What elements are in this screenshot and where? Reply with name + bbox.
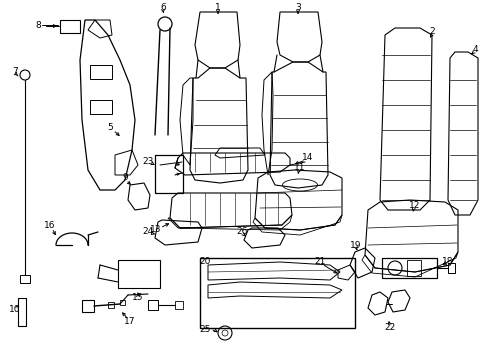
Bar <box>200 258 354 328</box>
Text: 11: 11 <box>294 163 305 172</box>
Text: 18: 18 <box>441 257 453 266</box>
Text: 24: 24 <box>142 228 153 237</box>
Text: 6: 6 <box>160 4 165 13</box>
Text: 3: 3 <box>295 4 300 13</box>
Text: 15: 15 <box>132 293 143 302</box>
Text: 19: 19 <box>349 240 361 249</box>
Bar <box>60 20 80 33</box>
Text: 10: 10 <box>9 306 20 315</box>
Bar <box>381 258 436 278</box>
Text: 26: 26 <box>236 228 247 237</box>
Text: 7: 7 <box>12 68 18 77</box>
Bar <box>148 300 158 310</box>
Text: 16: 16 <box>44 220 56 230</box>
Text: 14: 14 <box>302 153 313 162</box>
Bar <box>108 302 114 308</box>
Text: 12: 12 <box>408 201 420 210</box>
Bar <box>118 260 160 288</box>
Bar <box>120 300 125 305</box>
Text: 20: 20 <box>199 257 210 266</box>
Text: 25: 25 <box>199 325 210 334</box>
Text: 9: 9 <box>122 174 128 183</box>
Text: 1: 1 <box>215 4 221 13</box>
Text: 2: 2 <box>428 27 434 36</box>
Text: 17: 17 <box>124 318 136 327</box>
Bar <box>90 65 112 79</box>
Bar <box>18 298 26 326</box>
Text: 5: 5 <box>107 123 113 132</box>
Text: 21: 21 <box>314 257 325 266</box>
Bar <box>406 260 420 276</box>
Text: 13: 13 <box>150 225 162 234</box>
Text: 4: 4 <box>471 45 477 54</box>
Bar <box>20 275 30 283</box>
Bar <box>90 100 112 114</box>
Text: 22: 22 <box>384 324 395 333</box>
Bar <box>82 300 94 312</box>
Text: 8: 8 <box>35 22 41 31</box>
Text: 23: 23 <box>142 158 153 166</box>
Bar <box>175 301 183 309</box>
Bar <box>155 155 183 193</box>
